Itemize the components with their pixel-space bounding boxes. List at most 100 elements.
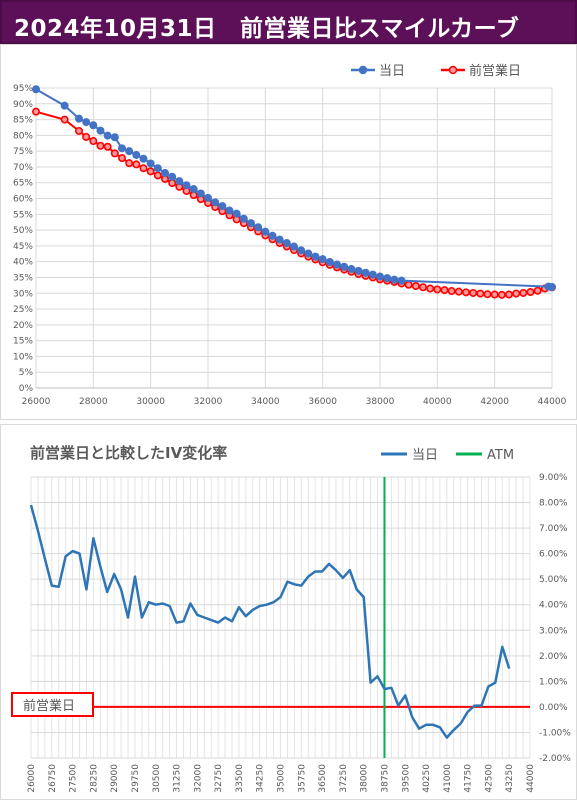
today-point xyxy=(189,185,198,194)
x-tick-label: 40250 xyxy=(422,764,432,793)
y-tick-label: 55% xyxy=(13,210,33,220)
today-point xyxy=(261,227,270,236)
y-tick-label: 65% xyxy=(13,179,33,189)
today-point xyxy=(325,258,334,266)
prev-point xyxy=(110,149,119,158)
x-tick-label: 26000 xyxy=(27,764,37,793)
y-tick-label: 8.00% xyxy=(539,499,568,509)
today-point xyxy=(282,239,291,248)
today-point xyxy=(383,274,392,283)
y-tick-label: 15% xyxy=(13,337,33,347)
today-point xyxy=(225,206,234,215)
today-point xyxy=(161,168,169,177)
today-point xyxy=(304,249,313,258)
prev-point xyxy=(82,132,91,141)
today-point xyxy=(290,242,298,251)
x-tick-label: 27500 xyxy=(69,764,79,793)
today-point xyxy=(254,223,263,232)
prev-point xyxy=(433,285,442,294)
today-point xyxy=(247,219,255,228)
y-tick-label: 45% xyxy=(13,242,33,252)
x-tick-label: 28250 xyxy=(89,764,99,793)
y-tick-label: 5.00% xyxy=(539,575,568,585)
today-point xyxy=(103,131,112,140)
y-tick-label: 0% xyxy=(19,384,34,394)
today-point xyxy=(548,282,556,291)
today-point xyxy=(204,193,212,202)
today-point xyxy=(168,172,177,181)
iv-change-panel: -2.00% -1.00% 0.00% 1.00% 2.00% 3.00% 4.00% 5.0… xyxy=(0,424,577,800)
x-tick-label: 33500 xyxy=(235,764,245,793)
y-tick-label: 90% xyxy=(13,100,33,110)
prev-point xyxy=(526,288,535,297)
smile-curve-chart: 0% 5% 10% 15% 20% 25% 30% 35% 40% 45% 50% 55% 60% 65%… xyxy=(13,63,567,407)
prev-point xyxy=(476,289,485,298)
y-tick-label: 20% xyxy=(13,321,33,331)
prev-point xyxy=(103,142,112,151)
y-tick-label: 7.00% xyxy=(539,524,568,534)
y-tick-label: -2.00% xyxy=(539,754,571,764)
reference-label-box xyxy=(11,692,94,717)
x-tick-label: 34250 xyxy=(256,764,266,793)
today-point xyxy=(275,235,284,244)
today-point xyxy=(182,181,191,190)
prev-point xyxy=(132,160,141,169)
x-tick-label: 29750 xyxy=(131,764,141,793)
title-banner: 2024年10月31日 前営業日比スマイルカーブ xyxy=(0,0,577,44)
y-tick-label: 5% xyxy=(19,368,34,378)
prev-point xyxy=(454,287,463,296)
x-tick-label: 44000 xyxy=(526,764,536,793)
today-point xyxy=(132,150,141,159)
prev-point xyxy=(125,159,134,168)
y-tick-label: 40% xyxy=(13,258,33,268)
prev-point xyxy=(504,290,513,299)
prev-point xyxy=(139,164,148,173)
today-point xyxy=(82,118,91,127)
x-tick-label: 42500 xyxy=(484,764,494,793)
reference-label: 前営業日 xyxy=(23,698,75,714)
x-tick-label: 44000 xyxy=(538,397,567,407)
x-tick-label: 31250 xyxy=(173,764,183,793)
legend-label: 前営業日 xyxy=(469,63,521,79)
legend-label: 当日 xyxy=(412,448,438,463)
today-point xyxy=(139,154,148,163)
y-tick-label: 9.00% xyxy=(539,473,568,483)
today-point xyxy=(333,260,341,269)
prev-point xyxy=(497,290,506,299)
prev-point xyxy=(168,179,177,188)
prev-point xyxy=(31,107,40,116)
x-tick-label: 37250 xyxy=(339,764,349,793)
y-tick-label: 70% xyxy=(13,163,33,173)
page-title: 2024年10月31日 前営業日比スマイルカーブ xyxy=(14,16,520,42)
x-tick-label: 26750 xyxy=(48,764,58,793)
prev-point xyxy=(483,290,492,299)
today-point xyxy=(232,209,241,218)
today-point xyxy=(347,264,356,273)
x-tick-label: 29000 xyxy=(110,764,120,793)
y-tick-label: 50% xyxy=(13,226,33,236)
prev-point xyxy=(118,154,127,163)
x-tick-label: 41000 xyxy=(443,764,453,793)
x-tick-label: 35750 xyxy=(297,764,307,793)
prev-point xyxy=(146,167,155,176)
x-tick-label: 28000 xyxy=(79,397,108,407)
y-tick-label: 4.00% xyxy=(539,601,568,611)
x-tick-label: 26000 xyxy=(22,397,51,407)
y-tick-label: 10% xyxy=(13,352,33,362)
x-tick-label: 30000 xyxy=(136,397,165,407)
y-tick-label: 0.00% xyxy=(539,703,568,713)
today-point xyxy=(318,255,327,264)
x-tick-label: 32750 xyxy=(214,764,224,793)
y-tick-label: -1.00% xyxy=(539,728,571,738)
today-point xyxy=(239,214,248,223)
iv-change-chart: -2.00% -1.00% 0.00% 1.00% 2.00% 3.00% 4.00% 5.0… xyxy=(11,444,571,793)
series-line-today xyxy=(35,88,553,288)
today-point xyxy=(397,276,406,285)
y-tick-label: 3.00% xyxy=(539,626,568,636)
x-tick-label: 41750 xyxy=(464,764,474,793)
x-tick-label: 43250 xyxy=(505,764,515,793)
today-point xyxy=(376,272,384,281)
today-point xyxy=(75,114,83,123)
x-tick-label: 36500 xyxy=(318,764,328,793)
